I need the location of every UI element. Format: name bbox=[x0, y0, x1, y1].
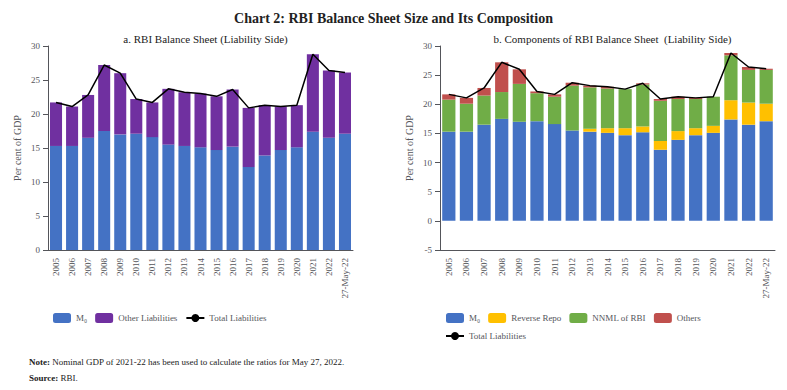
svg-text:Per cent of GDP: Per cent of GDP bbox=[404, 115, 415, 181]
svg-text:2016: 2016 bbox=[638, 258, 648, 277]
svg-text:2018: 2018 bbox=[673, 258, 683, 277]
svg-text:2005: 2005 bbox=[444, 258, 454, 277]
svg-text:Total Liabilities: Total Liabilities bbox=[209, 313, 267, 323]
svg-text:0: 0 bbox=[428, 216, 433, 226]
svg-text:2020: 2020 bbox=[708, 258, 718, 277]
svg-text:b. Components of RBI Balance S: b. Components of RBI Balance Sheet (Liab… bbox=[494, 33, 732, 46]
svg-text:2021: 2021 bbox=[726, 258, 736, 276]
svg-text:20: 20 bbox=[31, 109, 41, 119]
svg-text:Chart 2: RBI Balance Sheet Siz: Chart 2: RBI Balance Sheet Size and Its … bbox=[234, 11, 553, 26]
svg-text:2019: 2019 bbox=[276, 258, 286, 277]
svg-text:2006: 2006 bbox=[461, 258, 471, 277]
svg-text:0: 0 bbox=[36, 245, 41, 255]
svg-text:2014: 2014 bbox=[603, 258, 613, 277]
svg-text:10: 10 bbox=[31, 177, 41, 187]
svg-text:M₀: M₀ bbox=[76, 313, 87, 323]
svg-text:2007: 2007 bbox=[83, 258, 93, 277]
svg-text:30: 30 bbox=[423, 41, 433, 51]
svg-text:27-May-22: 27-May-22 bbox=[340, 258, 350, 299]
svg-text:27-May-22: 27-May-22 bbox=[761, 258, 771, 299]
svg-text:20: 20 bbox=[423, 99, 433, 109]
svg-text:2006: 2006 bbox=[67, 258, 77, 277]
svg-text:Source:: Source: bbox=[29, 373, 58, 383]
svg-text:2010: 2010 bbox=[131, 258, 141, 277]
svg-text:2022: 2022 bbox=[324, 258, 334, 276]
svg-text:2013: 2013 bbox=[585, 258, 595, 277]
svg-text:RBI.: RBI. bbox=[58, 373, 78, 383]
svg-text:15: 15 bbox=[31, 143, 41, 153]
svg-text:2022: 2022 bbox=[744, 258, 754, 276]
svg-text:M₀: M₀ bbox=[469, 313, 480, 323]
svg-text:10: 10 bbox=[423, 158, 433, 168]
svg-text:2009: 2009 bbox=[115, 258, 125, 277]
svg-text:Nominal GDP of 2021-22 has bee: Nominal GDP of 2021-22 has been used to … bbox=[50, 357, 344, 367]
svg-text:Others: Others bbox=[677, 313, 701, 323]
svg-text:Reverse Repo: Reverse Repo bbox=[511, 313, 562, 323]
svg-text:5: 5 bbox=[36, 211, 41, 221]
svg-text:Per cent of GDP: Per cent of GDP bbox=[12, 115, 23, 181]
svg-text:2008: 2008 bbox=[497, 258, 507, 277]
svg-text:2017: 2017 bbox=[244, 258, 254, 277]
svg-text:a. RBI Balance Sheet (Liabilit: a. RBI Balance Sheet (Liability Side) bbox=[123, 33, 288, 46]
svg-text:2016: 2016 bbox=[228, 258, 238, 277]
svg-text:2013: 2013 bbox=[179, 258, 189, 277]
svg-text:2011: 2011 bbox=[550, 258, 560, 276]
svg-text:-5: -5 bbox=[425, 245, 433, 255]
svg-text:25: 25 bbox=[423, 70, 433, 80]
svg-text:Other Liabilities: Other Liabilities bbox=[118, 313, 178, 323]
svg-text:25: 25 bbox=[31, 75, 41, 85]
svg-text:2005: 2005 bbox=[51, 258, 61, 277]
svg-text:2012: 2012 bbox=[163, 258, 173, 276]
svg-text:2014: 2014 bbox=[196, 258, 206, 277]
svg-text:2015: 2015 bbox=[620, 258, 630, 277]
svg-text:2020: 2020 bbox=[292, 258, 302, 277]
svg-text:2015: 2015 bbox=[212, 258, 222, 277]
svg-text:2009: 2009 bbox=[514, 258, 524, 277]
svg-text:Total Liabilities: Total Liabilities bbox=[469, 331, 527, 341]
svg-text:2011: 2011 bbox=[147, 258, 157, 276]
svg-text:2008: 2008 bbox=[99, 258, 109, 277]
svg-text:2007: 2007 bbox=[479, 258, 489, 277]
svg-text:2010: 2010 bbox=[532, 258, 542, 277]
svg-text:2012: 2012 bbox=[567, 258, 577, 276]
svg-text:30: 30 bbox=[31, 41, 41, 51]
svg-text:2018: 2018 bbox=[260, 258, 270, 277]
svg-text:Note:: Note: bbox=[29, 357, 50, 367]
svg-text:2019: 2019 bbox=[691, 258, 701, 277]
svg-text:2021: 2021 bbox=[308, 258, 318, 276]
svg-text:NNML of RBI: NNML of RBI bbox=[592, 313, 645, 323]
svg-text:2017: 2017 bbox=[655, 258, 665, 277]
svg-text:15: 15 bbox=[423, 128, 433, 138]
svg-text:5: 5 bbox=[428, 187, 433, 197]
